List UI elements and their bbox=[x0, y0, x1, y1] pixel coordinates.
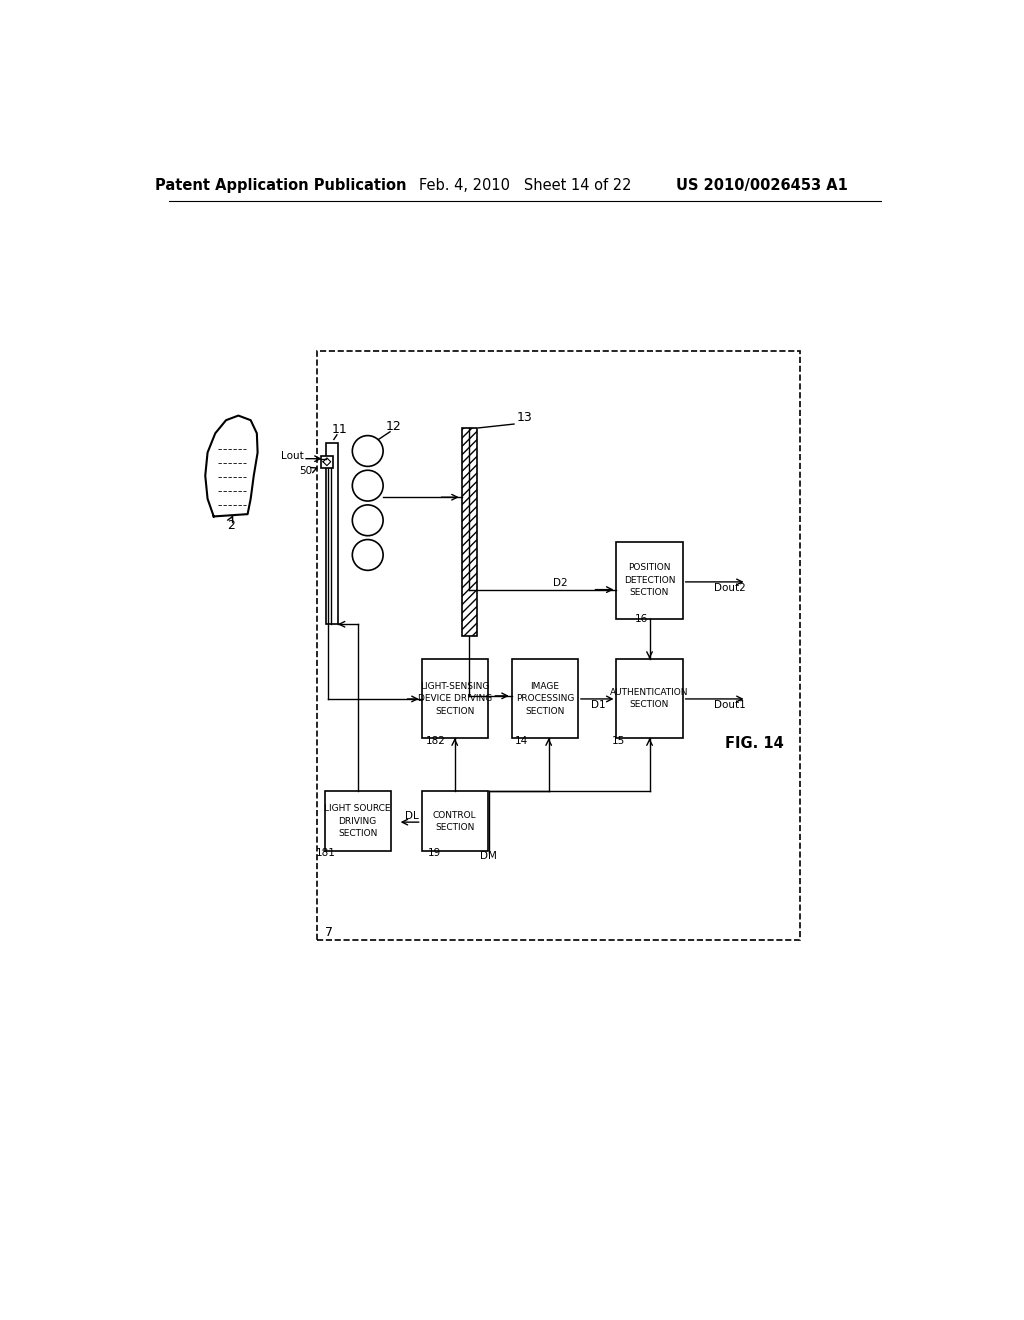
Bar bbox=[616, 659, 683, 738]
Bar bbox=[326, 444, 338, 624]
Bar bbox=[512, 659, 578, 738]
Text: Lout: Lout bbox=[281, 451, 304, 462]
Text: 19: 19 bbox=[427, 847, 440, 858]
Text: 16: 16 bbox=[635, 614, 648, 624]
Text: IMAGE
PROCESSING
SECTION: IMAGE PROCESSING SECTION bbox=[516, 681, 574, 715]
Text: 12: 12 bbox=[386, 420, 401, 433]
Text: 15: 15 bbox=[612, 737, 626, 746]
Text: DM: DM bbox=[480, 851, 497, 861]
Text: D1: D1 bbox=[592, 700, 606, 710]
Text: Dout1: Dout1 bbox=[714, 700, 745, 710]
Text: LIGHT SOURCE
DRIVING
SECTION: LIGHT SOURCE DRIVING SECTION bbox=[325, 804, 391, 838]
Text: 182: 182 bbox=[426, 735, 445, 746]
Bar bbox=[325, 792, 391, 851]
Text: 14: 14 bbox=[514, 735, 527, 746]
Text: POSITION
DETECTION
SECTION: POSITION DETECTION SECTION bbox=[624, 564, 675, 598]
Text: CONTROL
SECTION: CONTROL SECTION bbox=[433, 810, 476, 832]
Text: Feb. 4, 2010   Sheet 14 of 22: Feb. 4, 2010 Sheet 14 of 22 bbox=[419, 178, 631, 193]
Text: LIGHT-SENSING
DEVICE DRIVING
SECTION: LIGHT-SENSING DEVICE DRIVING SECTION bbox=[418, 681, 492, 715]
Text: D2: D2 bbox=[553, 578, 567, 589]
Text: 7: 7 bbox=[325, 925, 333, 939]
Text: FIG. 14: FIG. 14 bbox=[725, 737, 783, 751]
Bar bbox=[321, 455, 333, 469]
Bar bbox=[422, 792, 487, 851]
Text: 50: 50 bbox=[299, 466, 312, 477]
Text: DL: DL bbox=[404, 810, 419, 821]
Text: AUTHENTICATION
SECTION: AUTHENTICATION SECTION bbox=[610, 688, 689, 709]
Text: Patent Application Publication: Patent Application Publication bbox=[155, 178, 407, 193]
Bar bbox=[422, 659, 487, 738]
Bar bbox=[316, 351, 801, 940]
Bar bbox=[616, 543, 683, 619]
Text: 181: 181 bbox=[316, 847, 336, 858]
Text: Dout2: Dout2 bbox=[714, 583, 745, 593]
Text: US 2010/0026453 A1: US 2010/0026453 A1 bbox=[676, 178, 848, 193]
Bar bbox=[462, 428, 477, 636]
Text: 2: 2 bbox=[226, 519, 234, 532]
Text: 11: 11 bbox=[332, 422, 348, 436]
Text: 13: 13 bbox=[517, 412, 532, 425]
